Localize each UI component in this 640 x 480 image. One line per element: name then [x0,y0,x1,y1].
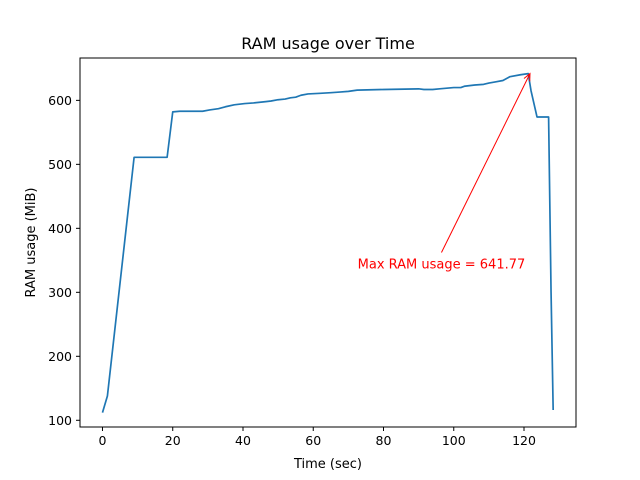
y-tick-label: 600 [48,93,72,108]
x-tick-label: 80 [376,433,392,448]
plot-frame [79,57,577,428]
y-tick-label: 500 [48,157,72,172]
y-tick-label: 300 [48,285,72,300]
max-ram-annotation: Max RAM usage = 641.77 [358,258,526,273]
x-tick-label: 20 [165,433,181,448]
annotation-arrowhead [523,72,531,82]
ram-usage-series-line [101,72,555,413]
x-axis: 0 20 40 60 80 100 120 [99,427,536,448]
x-tick-label: 60 [305,433,321,448]
annotation-arrow [441,73,531,253]
x-tick-label: 40 [235,433,251,448]
y-tick-label: 100 [48,413,72,428]
plot-area [80,58,576,427]
x-tick-label: 0 [99,433,107,448]
x-axis-label: Time (sec) [293,457,362,472]
x-tick-label: 100 [442,433,466,448]
x-tick-label: 120 [512,433,536,448]
y-tick-label: 400 [48,221,72,236]
y-tick-label: 200 [48,349,72,364]
y-axis-label: RAM usage (MiB) [24,188,39,298]
y-axis: 100 200 300 400 500 600 [48,93,80,428]
chart-marks: Max RAM usage = 641.77 [101,72,555,413]
chart-title: RAM usage over Time [241,34,415,53]
